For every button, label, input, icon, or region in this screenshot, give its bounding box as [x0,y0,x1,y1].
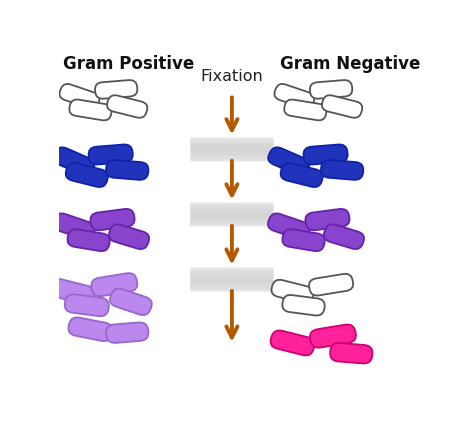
FancyBboxPatch shape [190,138,274,161]
FancyBboxPatch shape [274,84,314,109]
FancyBboxPatch shape [106,322,148,343]
FancyBboxPatch shape [281,163,323,187]
FancyBboxPatch shape [59,84,100,109]
FancyBboxPatch shape [191,215,273,224]
FancyBboxPatch shape [190,203,274,226]
FancyBboxPatch shape [67,229,110,251]
FancyBboxPatch shape [95,80,137,99]
FancyBboxPatch shape [310,324,356,348]
FancyBboxPatch shape [191,137,273,145]
FancyBboxPatch shape [64,294,109,316]
FancyBboxPatch shape [283,229,325,251]
FancyBboxPatch shape [191,144,273,152]
FancyBboxPatch shape [191,202,273,210]
FancyBboxPatch shape [309,274,353,295]
FancyBboxPatch shape [268,213,310,239]
FancyBboxPatch shape [191,284,273,292]
FancyBboxPatch shape [191,281,273,289]
FancyBboxPatch shape [321,160,363,180]
Text: Gram Negative: Gram Negative [280,55,420,73]
FancyBboxPatch shape [305,209,349,231]
FancyBboxPatch shape [322,95,362,118]
FancyBboxPatch shape [69,100,112,120]
FancyBboxPatch shape [191,219,273,227]
FancyBboxPatch shape [284,100,327,120]
FancyBboxPatch shape [191,274,273,282]
FancyBboxPatch shape [91,273,137,296]
FancyBboxPatch shape [271,330,315,356]
FancyBboxPatch shape [191,277,273,285]
FancyBboxPatch shape [191,140,273,148]
Text: Fixation: Fixation [201,69,263,84]
FancyBboxPatch shape [89,145,133,165]
FancyBboxPatch shape [91,209,135,231]
FancyBboxPatch shape [191,205,273,214]
FancyBboxPatch shape [283,295,325,316]
FancyBboxPatch shape [107,95,147,118]
FancyBboxPatch shape [68,317,112,341]
FancyBboxPatch shape [191,270,273,279]
FancyBboxPatch shape [190,268,274,291]
FancyBboxPatch shape [191,267,273,275]
FancyBboxPatch shape [303,145,348,165]
Text: Gram Positive: Gram Positive [63,55,194,73]
FancyBboxPatch shape [191,209,273,217]
FancyBboxPatch shape [53,147,95,175]
FancyBboxPatch shape [272,280,314,303]
FancyBboxPatch shape [106,160,148,180]
FancyBboxPatch shape [53,213,95,239]
FancyBboxPatch shape [191,212,273,220]
FancyBboxPatch shape [109,224,149,249]
FancyBboxPatch shape [191,154,273,162]
FancyBboxPatch shape [310,80,352,99]
FancyBboxPatch shape [50,279,94,304]
FancyBboxPatch shape [268,147,310,175]
FancyBboxPatch shape [191,150,273,158]
FancyBboxPatch shape [330,343,373,364]
FancyBboxPatch shape [110,288,152,315]
FancyBboxPatch shape [324,224,364,249]
FancyBboxPatch shape [191,147,273,155]
FancyBboxPatch shape [66,163,108,187]
